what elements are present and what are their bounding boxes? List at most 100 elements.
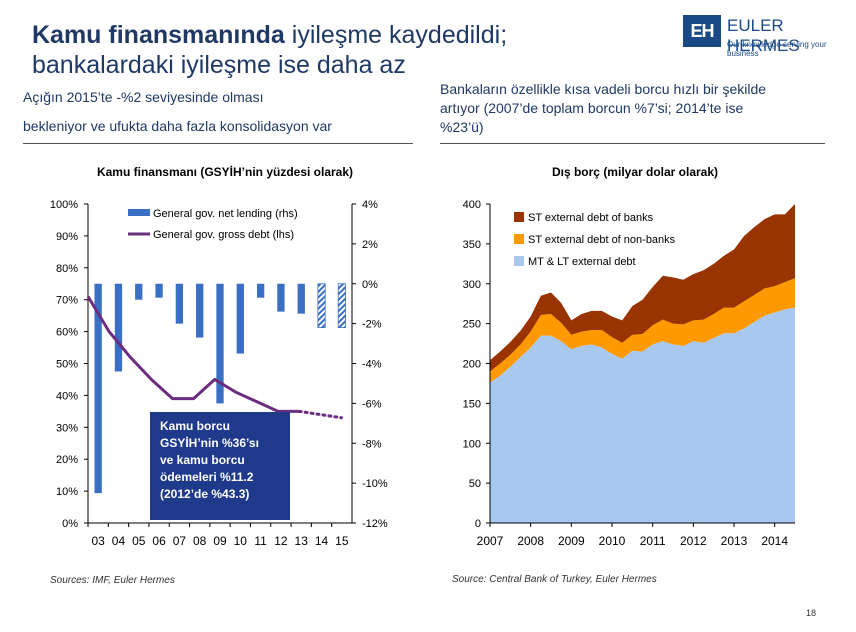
y-tick-label: 350 — [463, 239, 481, 251]
left-tick-label: 20% — [56, 454, 78, 466]
x-tick-label: 2012 — [680, 534, 707, 548]
right-subtext-line3: %23’ü) — [440, 119, 484, 135]
left-subtext-line2: bekleniyor ve ufukta daha fazla konsolid… — [23, 118, 332, 134]
net-lending-bar — [196, 283, 204, 338]
right-subtext-line1: Bankaların özellikle kısa vadeli borcu h… — [440, 81, 767, 97]
right-tick-label: -10% — [362, 478, 388, 490]
left-subtext: Açığın 2015’te -%2 seviyesinde olması be… — [23, 86, 423, 138]
net-lending-bar — [236, 283, 244, 354]
callout-line2: GSYİH’nin %36’sı — [160, 436, 259, 450]
x-tick-label: 13 — [295, 534, 309, 548]
right-tick-label: 4% — [362, 199, 378, 211]
x-tick-label: 2013 — [721, 534, 748, 548]
net-lending-bar — [277, 283, 285, 312]
x-tick-label: 2008 — [517, 534, 544, 548]
title-line2: bankalardaki iyileşme ise daha az — [32, 51, 406, 79]
y-tick-label: 400 — [463, 199, 481, 211]
left-tick-label: 100% — [50, 199, 78, 211]
x-tick-label: 08 — [193, 534, 207, 548]
right-chart-title: Dış borç (milyar dolar olarak) — [551, 165, 719, 179]
callout-line5: (2012’de %43.3) — [160, 487, 250, 501]
left-chart-title: Kamu finansmanı (GSYİH’nin yüzdesi olara… — [96, 165, 354, 179]
x-tick-label: 07 — [173, 534, 187, 548]
x-tick-label: 2011 — [640, 534, 666, 548]
left-tick-label: 70% — [56, 295, 78, 307]
y-tick-label: 0 — [475, 518, 481, 530]
net-lending-bar — [114, 283, 123, 372]
left-divider — [23, 143, 413, 144]
legend-bar-label: General gov. net lending (rhs) — [153, 208, 298, 220]
legend-label: ST external debt of banks — [528, 212, 654, 224]
left-source: Sources: IMF, Euler Hermes — [50, 575, 175, 586]
x-tick-label: 2009 — [558, 534, 585, 548]
area-series-1 — [490, 307, 795, 523]
callout-line4: ödemeleri %11.2 — [160, 470, 254, 484]
net-lending-bar — [216, 283, 224, 404]
gross-debt-forecast-line — [297, 409, 343, 420]
x-tick-label: 06 — [152, 534, 166, 548]
net-lending-bar — [175, 283, 184, 324]
area-series-2 — [490, 278, 795, 383]
logo-mark: EH — [690, 21, 714, 41]
right-subtext-line2: artıyor (2007’de toplam borcun %7’si; 20… — [440, 100, 744, 116]
x-tick-label: 11 — [254, 534, 267, 548]
y-tick-label: 50 — [469, 478, 481, 490]
x-tick-label: 10 — [234, 534, 248, 548]
legend-label: ST external debt of non-banks — [528, 234, 676, 246]
right-tick-label: -2% — [362, 319, 382, 331]
x-tick-label: 2010 — [599, 534, 626, 548]
right-tick-label: -12% — [362, 518, 388, 530]
right-tick-label: 0% — [362, 279, 378, 291]
x-tick-label: 09 — [213, 534, 227, 548]
external-debt-chart: 400 350 300 250 200 150 100 50 0 2007 2008 2009 2010… — [463, 199, 795, 548]
legend-swatch — [514, 212, 524, 222]
right-tick-label: -6% — [362, 398, 382, 410]
callout-line1: Kamu borcu — [160, 419, 231, 433]
callout-line3: ve kamu borcu — [160, 453, 245, 467]
left-subtext-line1: Açığın 2015’te -%2 seviyesinde olması — [23, 89, 264, 105]
x-tick-label: 15 — [335, 534, 349, 548]
right-tick-label: -4% — [362, 359, 382, 371]
title-bold: Kamu finansmanında — [32, 21, 285, 49]
legend-swatch — [514, 256, 524, 266]
net-lending-bar — [135, 283, 143, 300]
x-tick-label: 05 — [132, 534, 146, 548]
x-tick-label: 14 — [315, 534, 329, 548]
left-tick-label: 90% — [56, 231, 78, 243]
legend-swatch — [514, 234, 524, 244]
euler-hermes-logo-icon: EH — [683, 15, 721, 47]
y-tick-label: 200 — [463, 359, 481, 371]
net-lending-bar — [94, 283, 102, 494]
net-lending-bar — [297, 283, 305, 314]
public-finance-chart: 100% 90% 80% 70% 60% 50% 40% 30% 20% 10% 0% 4% 2% 0% -… — [50, 199, 388, 548]
left-tick-label: 80% — [56, 263, 78, 275]
y-tick-label: 150 — [463, 398, 481, 410]
logo-name: EULER HERMES — [727, 16, 800, 55]
net-lending-bar — [155, 283, 163, 298]
left-tick-label: 0% — [62, 518, 78, 530]
page-title: Kamu finansmanında iyileşme kaydedildi; … — [32, 20, 507, 80]
page-number: 18 — [805, 608, 816, 618]
y-tick-label: 300 — [463, 279, 481, 291]
x-tick-label: 12 — [274, 534, 288, 548]
legend-label: MT & LT external debt — [528, 256, 636, 268]
right-divider — [440, 143, 825, 144]
legend-bar-swatch — [128, 209, 150, 216]
area-series-3 — [490, 204, 795, 372]
title-rest: iyileşme kaydedildi; — [284, 21, 508, 49]
left-tick-label: 40% — [56, 390, 78, 402]
gross-debt-line — [86, 295, 300, 413]
debt-callout-box: Kamu borcu GSYİH’nin %36’sı ve kamu borc… — [150, 412, 290, 520]
right-tick-label: -8% — [362, 438, 382, 450]
y-tick-label: 100 — [463, 438, 481, 450]
x-tick-label: 03 — [91, 534, 105, 548]
net-lending-bar — [317, 283, 326, 329]
right-source: Source: Central Bank of Turkey, Euler He… — [452, 574, 657, 585]
right-tick-label: 2% — [362, 239, 378, 251]
net-lending-bar — [256, 283, 265, 298]
logo-tagline: Our knowledge serving your business — [727, 40, 827, 58]
x-tick-label: 04 — [112, 534, 126, 548]
left-tick-label: 10% — [56, 486, 78, 498]
x-tick-label: 2007 — [477, 534, 504, 548]
y-tick-label: 250 — [463, 319, 481, 331]
